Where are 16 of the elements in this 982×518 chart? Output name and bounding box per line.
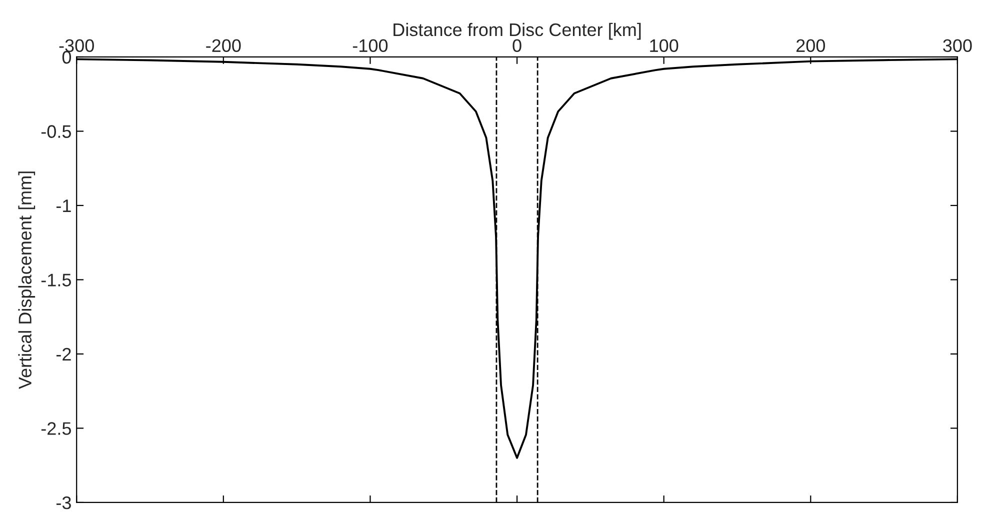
x-tick-label: -100 <box>352 39 388 52</box>
y-axis-title: Vertical Displacement [mm] <box>18 172 36 390</box>
y-tick-label: -2 <box>56 348 71 361</box>
y-tick-label: -3 <box>56 496 71 510</box>
x-tick-label: 300 <box>943 39 972 52</box>
x-tick-label: -200 <box>206 39 241 52</box>
y-tick-label: -1.5 <box>41 274 71 286</box>
x-tick-label: 100 <box>650 39 678 52</box>
y-tick-label: -0.5 <box>41 125 71 138</box>
x-tick-label: 0 <box>512 39 522 52</box>
y-tick-label: -1 <box>56 200 71 212</box>
x-tick-label: -300 <box>59 39 94 52</box>
x-axis-title: Distance from Disc Center [km] <box>394 22 641 40</box>
y-tick-label: 0 <box>62 50 72 64</box>
y-tick-label: -2.5 <box>41 422 71 435</box>
x-tick-label: 200 <box>796 39 825 52</box>
